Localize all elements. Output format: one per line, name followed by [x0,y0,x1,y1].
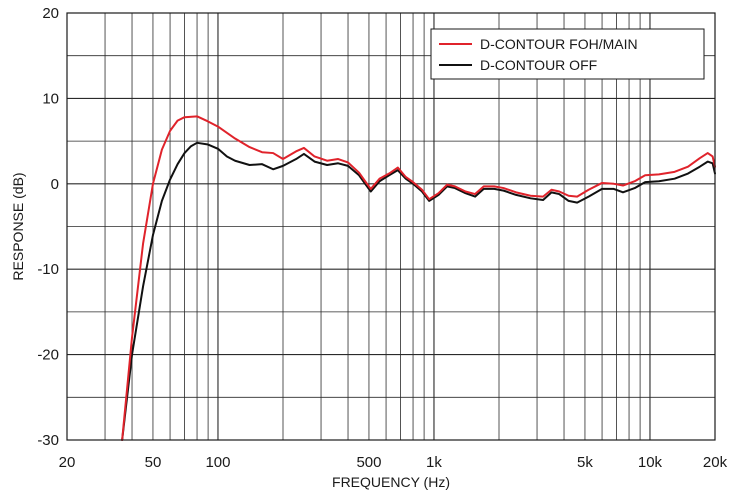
series-line-off [121,141,716,441]
series-layer [121,115,716,441]
y-tick-labels: 20 10 0 -10 -20 -30 [37,5,59,449]
x-tick-label: 20k [703,454,728,471]
legend-label-off: D-CONTOUR OFF [480,57,597,73]
x-tick-label: 500 [356,454,381,471]
x-tick-label: 20 [59,454,76,471]
x-tick-label: 10k [638,454,663,471]
x-tick-label: 5k [577,454,593,471]
y-tick-label: -30 [37,432,59,449]
x-tick-labels: 20 50 100 500 1k 5k 10k 20k [59,454,728,471]
legend: D-CONTOUR FOH/MAIN D-CONTOUR OFF [430,28,705,80]
x-tick-label: 50 [145,454,162,471]
x-tick-label: 100 [205,454,230,471]
y-tick-label: 20 [42,5,59,22]
x-tick-label: 1k [426,454,442,471]
y-axis-label: RESPONSE (dB) [10,172,26,280]
plot-frame [66,12,716,441]
legend-box [430,28,705,80]
series-line-foh-main [121,115,716,441]
y-tick-label: 10 [42,90,59,107]
y-tick-label: -20 [37,347,59,364]
y-tick-label: 0 [51,176,59,193]
y-tick-label: -10 [37,261,59,278]
legend-label-foh-main: D-CONTOUR FOH/MAIN [480,36,638,52]
x-axis-label: FREQUENCY (Hz) [332,474,450,490]
